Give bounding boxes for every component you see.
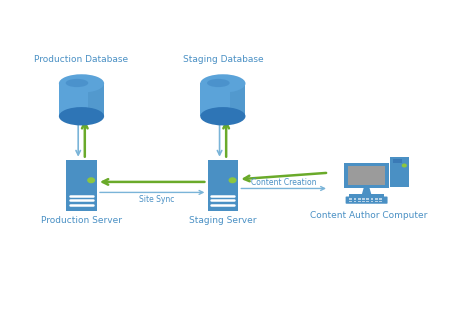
Polygon shape <box>88 83 104 116</box>
Text: Production Server: Production Server <box>41 216 122 225</box>
Bar <box>349 201 352 202</box>
Bar <box>349 198 352 199</box>
FancyBboxPatch shape <box>393 159 402 163</box>
Bar <box>366 201 369 202</box>
FancyBboxPatch shape <box>349 194 384 197</box>
Bar <box>366 198 369 199</box>
FancyBboxPatch shape <box>344 163 389 188</box>
Text: Staging Database: Staging Database <box>182 55 263 64</box>
FancyBboxPatch shape <box>346 197 388 204</box>
FancyBboxPatch shape <box>348 166 385 185</box>
Polygon shape <box>362 188 371 194</box>
Bar <box>379 198 382 199</box>
Ellipse shape <box>200 74 246 93</box>
Ellipse shape <box>200 107 246 125</box>
Bar <box>375 198 378 199</box>
Bar <box>375 201 378 202</box>
Bar <box>366 200 369 201</box>
Bar <box>354 201 356 202</box>
Circle shape <box>229 178 236 183</box>
Circle shape <box>402 164 406 167</box>
Bar <box>375 200 378 201</box>
Polygon shape <box>59 83 104 116</box>
Text: Content Author Computer: Content Author Computer <box>310 212 428 220</box>
Polygon shape <box>229 83 246 116</box>
Polygon shape <box>200 83 246 116</box>
Bar <box>354 200 356 201</box>
FancyBboxPatch shape <box>208 160 238 211</box>
Bar <box>379 200 382 201</box>
Bar <box>354 198 356 199</box>
FancyBboxPatch shape <box>66 160 97 211</box>
Bar <box>362 198 365 199</box>
Text: Production Database: Production Database <box>35 55 128 64</box>
Bar <box>371 198 374 199</box>
Text: Site Sync: Site Sync <box>139 195 174 204</box>
Bar <box>362 201 365 202</box>
Ellipse shape <box>66 79 88 87</box>
Bar <box>349 200 352 201</box>
FancyBboxPatch shape <box>390 157 409 187</box>
Text: Staging Server: Staging Server <box>189 216 256 225</box>
Ellipse shape <box>59 74 104 93</box>
Bar <box>358 201 361 202</box>
Bar <box>371 200 374 201</box>
Bar <box>379 201 382 202</box>
Bar <box>358 198 361 199</box>
Ellipse shape <box>59 107 104 125</box>
Bar <box>362 200 365 201</box>
Bar <box>371 201 374 202</box>
Ellipse shape <box>207 79 229 87</box>
Bar <box>358 200 361 201</box>
Circle shape <box>88 178 94 183</box>
Text: Content Creation: Content Creation <box>251 178 317 187</box>
